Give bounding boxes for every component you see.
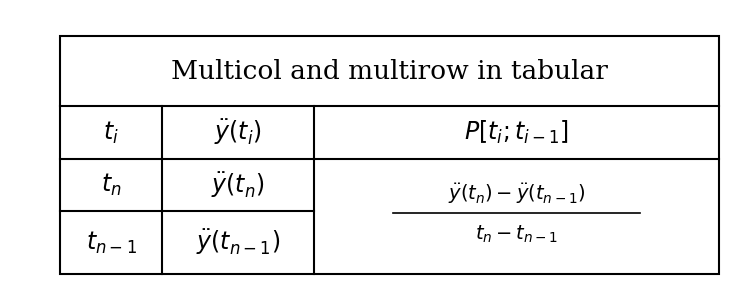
Text: $\ddot{y}(t_{n-1})$: $\ddot{y}(t_{n-1})$	[195, 228, 280, 257]
Text: $\ddot{y}(t_n)-\ddot{y}(t_{n-1})$: $\ddot{y}(t_n)-\ddot{y}(t_{n-1})$	[448, 181, 585, 206]
Text: Multicol and multirow in tabular: Multicol and multirow in tabular	[171, 59, 608, 84]
Text: $t_n-t_{n-1}$: $t_n-t_{n-1}$	[475, 224, 558, 245]
Text: $\ddot{y}(t_n)$: $\ddot{y}(t_n)$	[211, 170, 264, 200]
Text: $P[t_i;t_{i-1}]$: $P[t_i;t_{i-1}]$	[464, 119, 569, 146]
Text: $t_n$: $t_n$	[100, 172, 121, 198]
Text: $\ddot{y}(t_i)$: $\ddot{y}(t_i)$	[214, 117, 261, 147]
Bar	[60, 36, 719, 274]
Text: $t_i$: $t_i$	[103, 119, 119, 145]
Text: $t_{n-1}$: $t_{n-1}$	[85, 229, 136, 256]
